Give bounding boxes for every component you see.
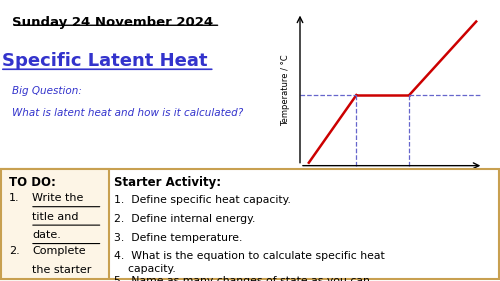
Text: Starter Activity:: Starter Activity: [114, 176, 221, 189]
Text: 4.  What is the equation to calculate specific heat
    capacity.: 4. What is the equation to calculate spe… [114, 251, 385, 274]
FancyBboxPatch shape [1, 169, 108, 279]
Text: Write the: Write the [32, 193, 84, 203]
Text: Liquid: Liquid [430, 171, 456, 180]
Text: title and: title and [32, 212, 79, 222]
Text: Complete: Complete [32, 246, 86, 257]
Text: Heating: Heating [309, 210, 342, 219]
Text: Melting: Melting [367, 171, 398, 180]
Text: the starter: the starter [32, 265, 92, 275]
Text: 2.  Define internal energy.: 2. Define internal energy. [114, 214, 256, 224]
Text: 2.: 2. [9, 246, 20, 257]
Text: date.: date. [32, 230, 62, 240]
Text: Increasing Internal Energy / J: Increasing Internal Energy / J [337, 194, 448, 203]
Text: TO DO:: TO DO: [9, 176, 56, 189]
Text: Solid: Solid [322, 171, 343, 180]
FancyBboxPatch shape [1, 169, 498, 279]
Text: Specific Latent Heat: Specific Latent Heat [2, 52, 207, 70]
Text: Temperature / °C: Temperature / °C [280, 54, 289, 126]
Text: Sunday 24 November 2024: Sunday 24 November 2024 [12, 16, 212, 29]
Text: What is latent heat and how is it calculated?: What is latent heat and how is it calcul… [12, 108, 243, 117]
Text: Big Question:: Big Question: [12, 86, 82, 96]
Text: 1.: 1. [9, 193, 20, 203]
Text: 5.  Name as many changes of state as you can.: 5. Name as many changes of state as you … [114, 277, 373, 281]
Text: 3.  Define temperature.: 3. Define temperature. [114, 233, 242, 243]
Text: 1.  Define specific heat capacity.: 1. Define specific heat capacity. [114, 194, 291, 205]
